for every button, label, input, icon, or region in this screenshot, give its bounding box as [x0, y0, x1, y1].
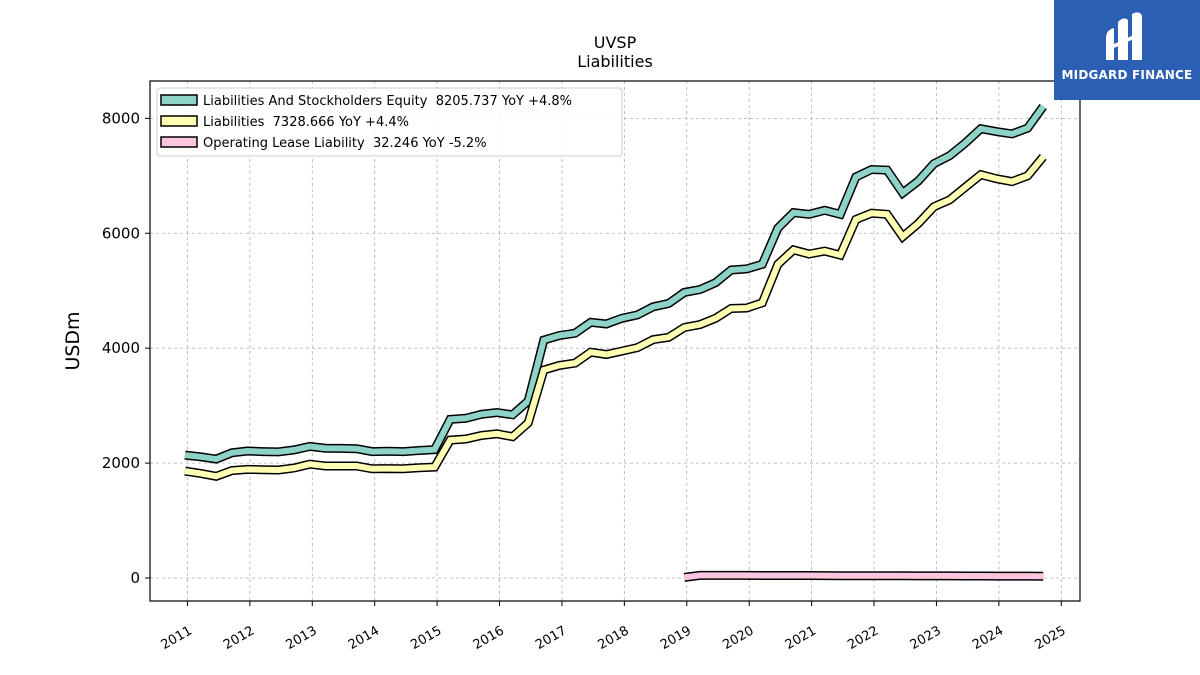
chart-subtitle: Liabilities: [577, 52, 653, 71]
x-tick-label: 2018: [596, 623, 632, 653]
x-tick-label: 2019: [658, 623, 694, 653]
x-tick-label: 2013: [283, 623, 319, 653]
x-tick-label: 2014: [346, 623, 382, 653]
chart-title: UVSP: [593, 33, 637, 52]
x-tick-label: 2022: [845, 623, 881, 653]
y-tick-label: 2000: [102, 454, 140, 472]
y-tick-label: 8000: [102, 109, 140, 127]
x-tick-label: 2024: [970, 623, 1006, 653]
y-tick-label: 6000: [102, 224, 140, 242]
x-tick-label: 2012: [221, 623, 257, 653]
midgard-logo-icon: [1106, 12, 1142, 60]
series-1-line: [184, 154, 1046, 480]
x-tick-label: 2011: [159, 623, 195, 653]
y-tick-label: 4000: [102, 339, 140, 357]
x-tick-label: 2017: [533, 623, 569, 653]
legend-label-1: Liabilities 7328.666 YoY +4.4%: [203, 115, 409, 130]
x-tick-label: 2015: [408, 623, 444, 653]
y-axis-label: USDm: [62, 311, 84, 370]
legend-swatch-0: [160, 94, 198, 106]
x-tick-label: 2020: [720, 623, 756, 653]
x-tick-label: 2021: [783, 623, 819, 653]
axes-frame: [149, 80, 1081, 602]
brand-logo: MIDGARD FINANCE: [1054, 0, 1200, 100]
series-2-line: [683, 572, 1044, 581]
logo-text: MIDGARD FINANCE: [1061, 68, 1193, 82]
legend-box: [156, 87, 623, 157]
legend-label-2: Operating Lease Liability 32.246 YoY -5.…: [203, 136, 487, 151]
series-0-line: [184, 104, 1046, 463]
y-tick-label: 0: [130, 569, 140, 587]
x-tick-label: 2025: [1032, 623, 1068, 653]
legend-swatch-1: [160, 115, 198, 127]
legend-swatch-2: [160, 136, 198, 148]
x-tick-label: 2016: [471, 623, 507, 653]
x-tick-label: 2023: [908, 623, 944, 653]
legend-label-0: Liabilities And Stockholders Equity 8205…: [203, 94, 572, 109]
